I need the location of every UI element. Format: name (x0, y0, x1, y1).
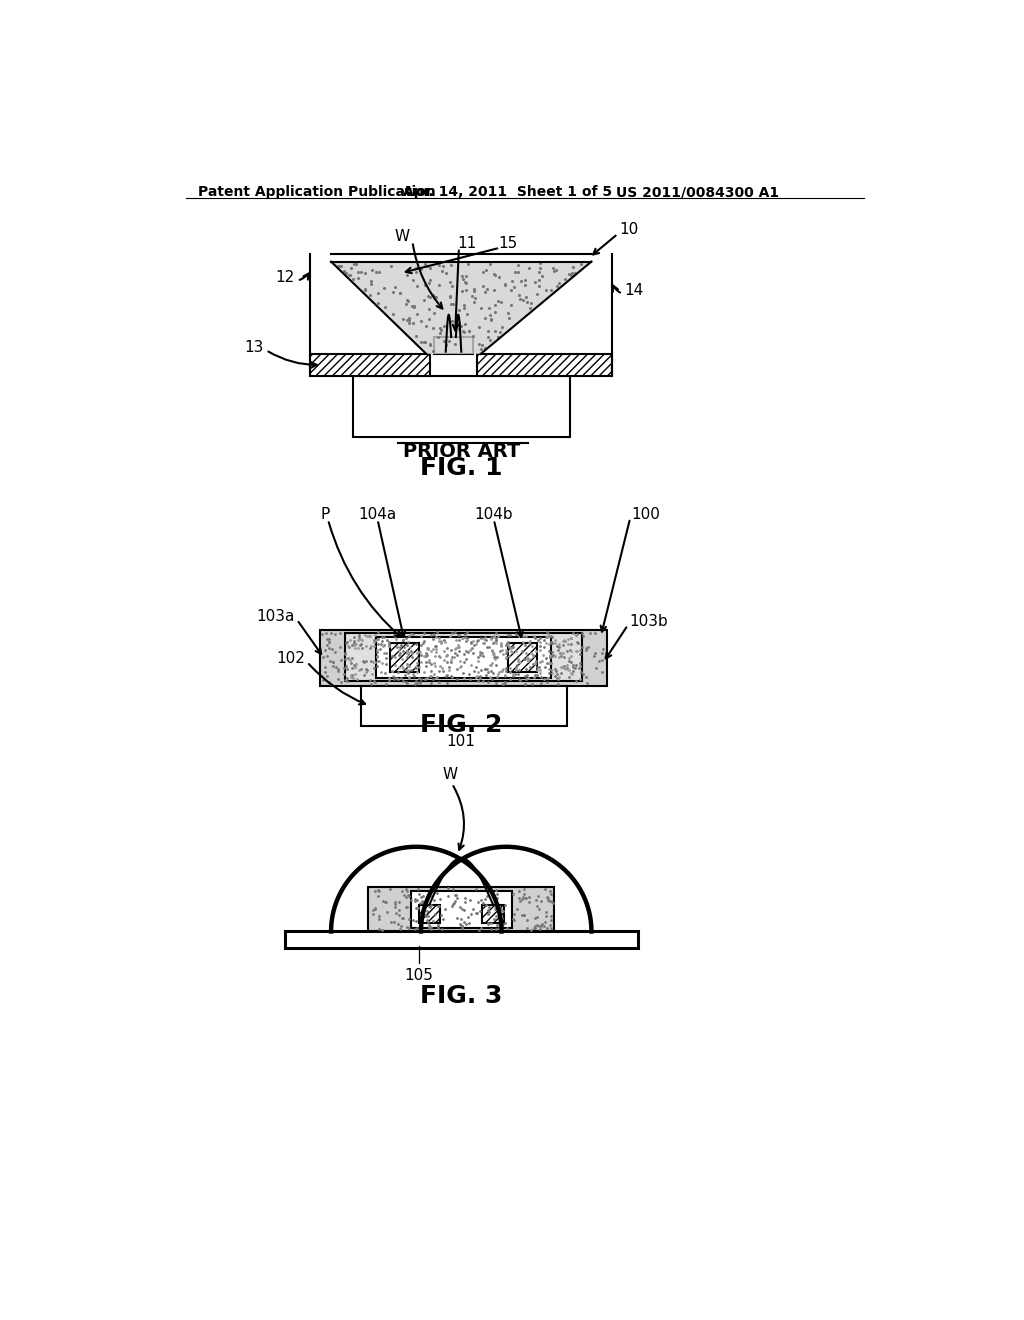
Text: Patent Application Publication: Patent Application Publication (198, 185, 435, 199)
Text: 101: 101 (446, 734, 476, 750)
Text: Apr. 14, 2011  Sheet 1 of 5: Apr. 14, 2011 Sheet 1 of 5 (403, 185, 612, 199)
Text: 14: 14 (624, 284, 643, 298)
Bar (482, 904, 504, 923)
Text: 15: 15 (499, 235, 518, 251)
Bar (411, 891, 512, 928)
Bar (285, 932, 638, 948)
Text: FIG. 3: FIG. 3 (420, 983, 503, 1008)
Text: 105: 105 (404, 969, 433, 983)
Text: 103b: 103b (630, 614, 669, 630)
Text: 100: 100 (632, 507, 660, 521)
Bar (310, 354, 430, 376)
Text: P: P (321, 507, 331, 521)
Text: W: W (442, 767, 457, 781)
Text: 12: 12 (275, 271, 295, 285)
Text: 11: 11 (458, 235, 476, 251)
Bar (369, 887, 554, 932)
Bar (434, 337, 473, 354)
Polygon shape (331, 261, 592, 354)
Text: 103a: 103a (256, 609, 295, 624)
Text: FIG. 1: FIG. 1 (420, 457, 503, 480)
Text: FIG. 2: FIG. 2 (420, 713, 503, 737)
Bar (477, 354, 612, 376)
Text: 13: 13 (245, 339, 263, 355)
Text: PRIOR ART: PRIOR ART (402, 442, 520, 461)
Text: 102: 102 (275, 651, 305, 667)
Text: 104a: 104a (358, 507, 396, 521)
Text: US 2011/0084300 A1: US 2011/0084300 A1 (616, 185, 779, 199)
Text: 104b: 104b (474, 507, 513, 521)
Bar (352, 376, 569, 437)
Bar (360, 686, 566, 726)
Bar (345, 632, 583, 681)
Bar (321, 631, 607, 686)
Bar (390, 643, 420, 672)
Bar (508, 643, 538, 672)
Bar (376, 636, 551, 678)
Text: 10: 10 (620, 222, 639, 236)
Text: W: W (394, 230, 410, 244)
Bar (419, 904, 440, 923)
